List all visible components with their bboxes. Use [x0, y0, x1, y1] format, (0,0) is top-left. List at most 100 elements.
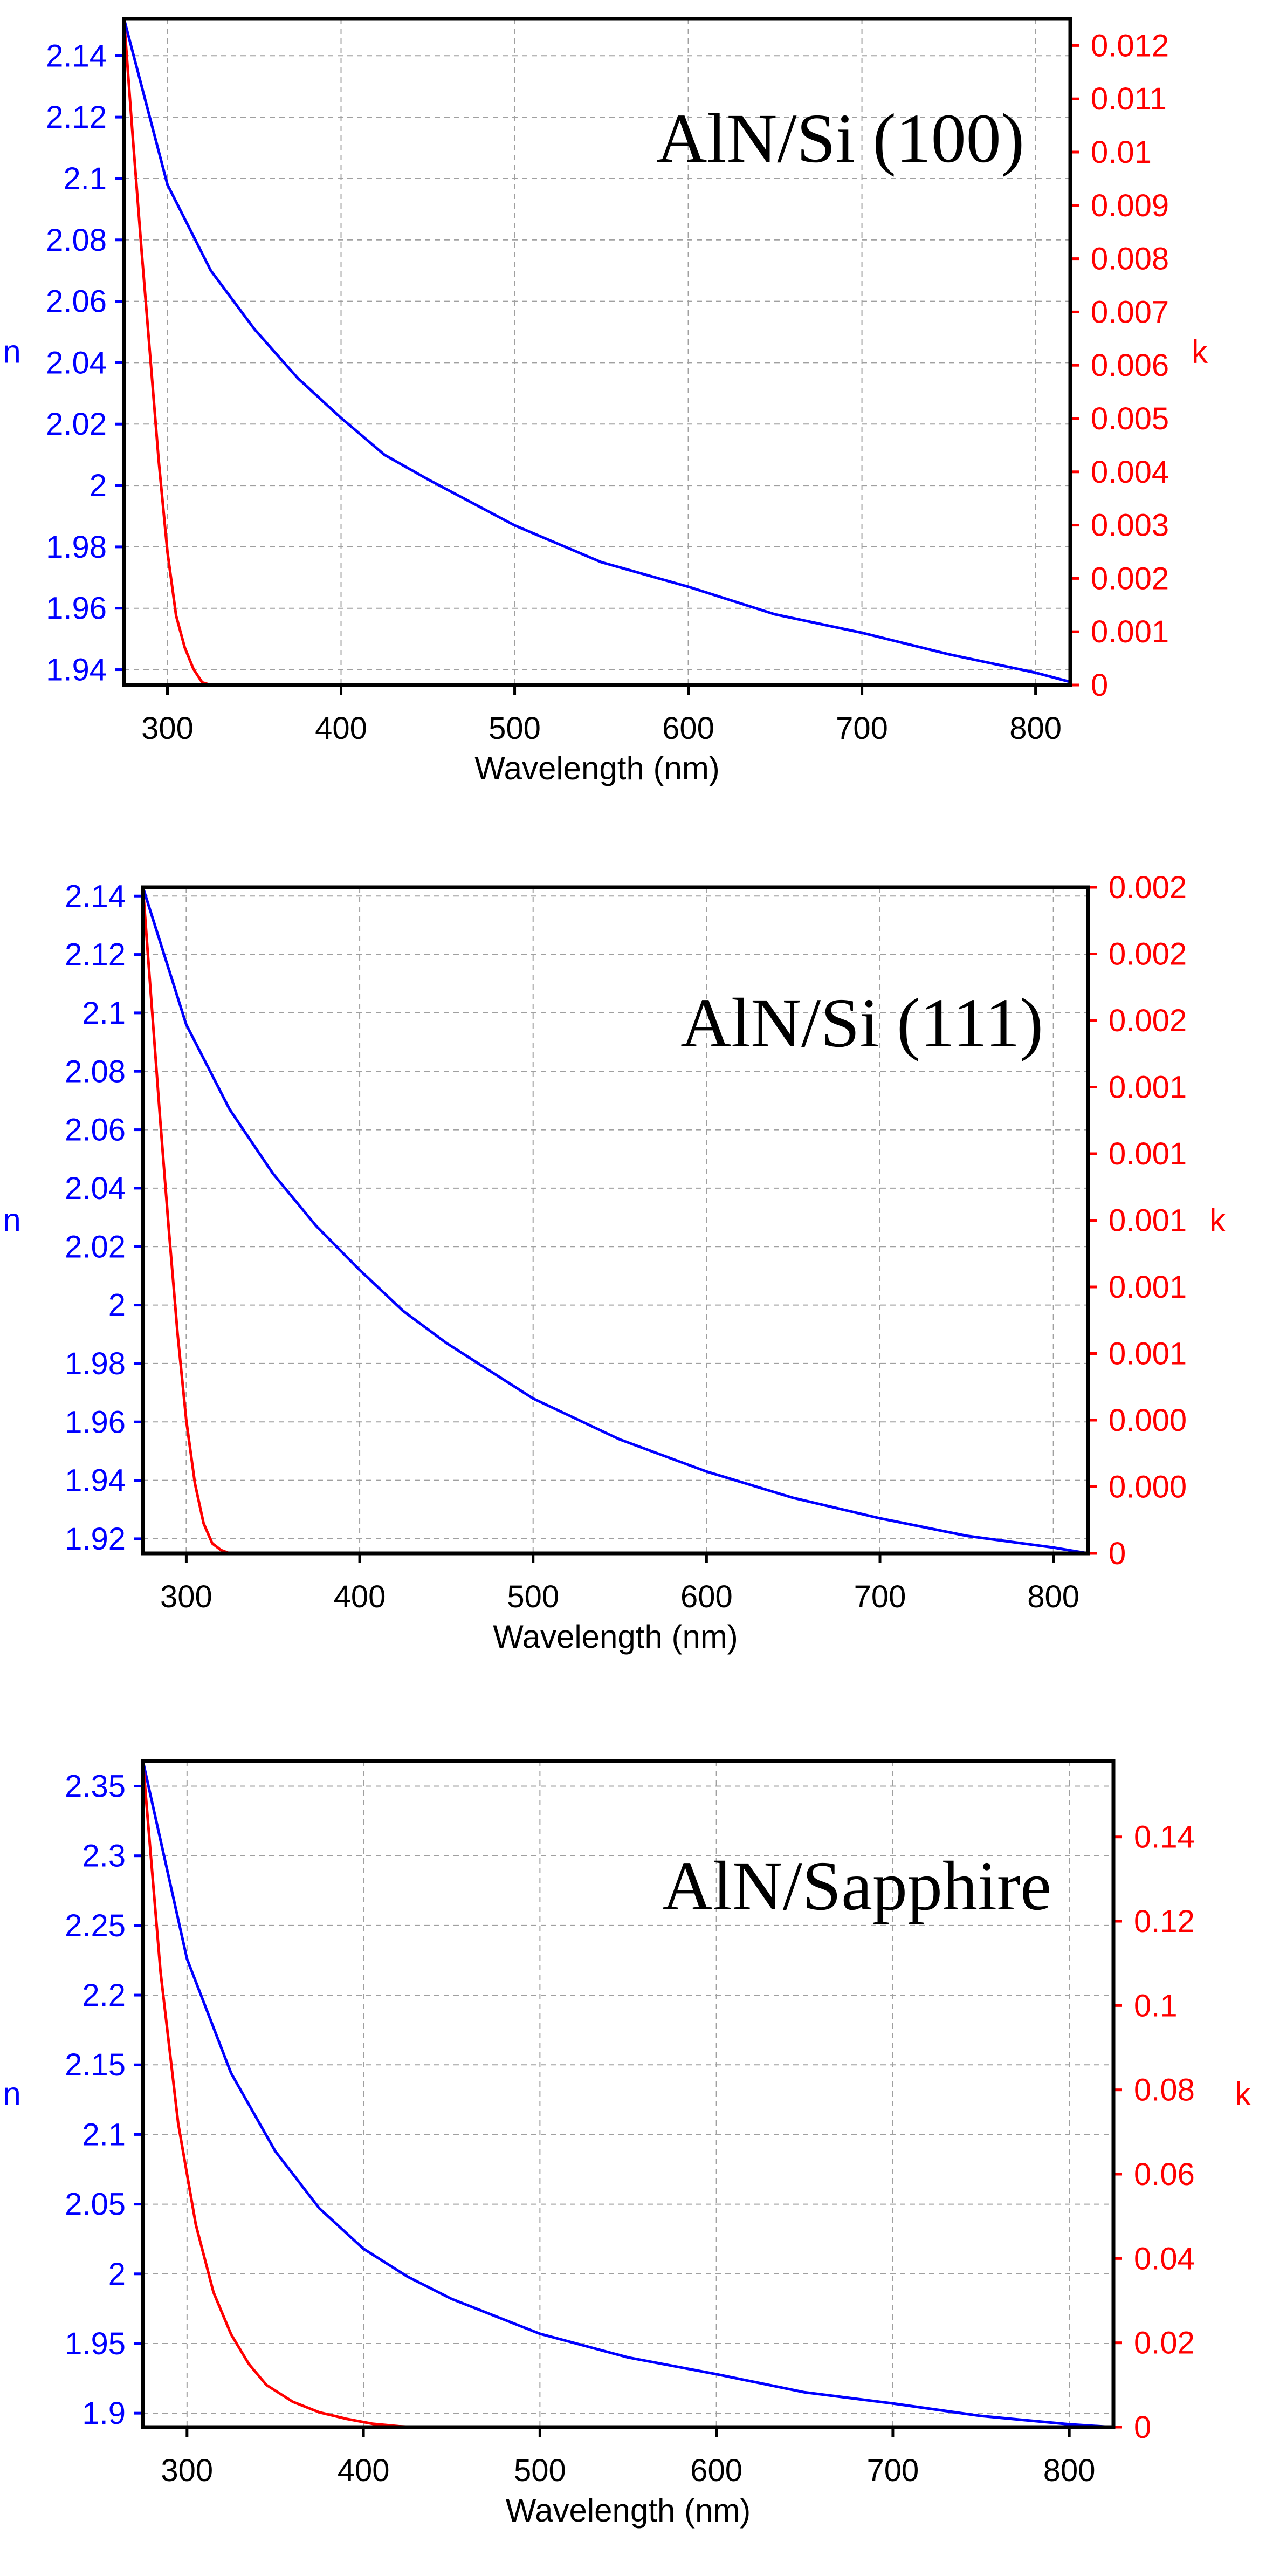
y2-tick-label: 0.08 — [1134, 2073, 1195, 2108]
y-tick-label: 2.2 — [82, 1978, 126, 2013]
x-tick-label: 700 — [867, 2453, 919, 2488]
y2-tick-label: 0.12 — [1134, 1904, 1195, 1939]
chart-svg: 300 400 500 600 700 800 1.92 1.94 1.96 1.98 2 2.02 2… — [3, 870, 1226, 1655]
y2-tick-label: 0.000 — [1109, 1470, 1187, 1505]
y-tick-label: 2 — [108, 2257, 126, 2292]
chart-aln-si-111: 300 400 500 600 700 800 1.92 1.94 1.96 1.98 2 2.02 2… — [0, 863, 1266, 1704]
y2-tick-label: 0.005 — [1091, 401, 1169, 436]
y-tick-label: 2.35 — [65, 1769, 126, 1804]
y-tick-label: 2.05 — [65, 2187, 126, 2222]
chart-title: AlN/Si (111) — [680, 984, 1043, 1062]
y-tick-label: 2.02 — [65, 1229, 126, 1264]
chart-svg: 300 400 500 600 700 800 1.9 1.95 2 2.05 2.1 2.15 2.2… — [3, 1759, 1251, 2529]
x-tick-label: 300 — [160, 1579, 212, 1614]
y-tick-label: 2.04 — [46, 345, 107, 380]
y2-axis-label: k — [1192, 334, 1208, 370]
series-k-line — [141, 1760, 417, 2429]
y2-axis-label: k — [1209, 1202, 1226, 1238]
series-n-line — [141, 887, 1089, 1555]
y2-tick-label: 0.003 — [1091, 508, 1169, 543]
y-tick-label: 2.1 — [82, 996, 126, 1031]
y-tick-label: 2.3 — [82, 1839, 126, 1874]
y-tick-label: 2.12 — [46, 100, 107, 135]
y2-tick-label: 0.011 — [1091, 81, 1167, 117]
y2-tick-label: 0.000 — [1109, 1403, 1187, 1438]
y-tick-label: 1.96 — [65, 1405, 126, 1440]
chart-svg: 300 400 500 600 700 800 1.94 1.96 1.98 2 2.02 2.04 2… — [3, 17, 1208, 786]
y-tick-label: 2.04 — [65, 1171, 126, 1206]
plot-frame — [141, 1759, 1116, 2429]
x-axis-label: Wavelength (nm) — [506, 2492, 751, 2529]
y-tick-label: 1.98 — [65, 1346, 126, 1381]
y-axis-label: n — [3, 2076, 20, 2112]
y2-tick-label: 0 — [1109, 1536, 1126, 1571]
y-axis-label: n — [3, 1202, 20, 1238]
y2-tick-label: 0.002 — [1109, 1003, 1187, 1038]
plot-frame — [122, 17, 1072, 687]
x-axis-label: Wavelength (nm) — [474, 750, 720, 786]
y-tick-label: 2.06 — [65, 1113, 126, 1148]
y2-tick-label: 0.1 — [1134, 1988, 1178, 2023]
y-tick-label: 1.96 — [46, 591, 107, 626]
x-tick-label: 400 — [315, 711, 367, 746]
y2-tick-label: 0.14 — [1134, 1820, 1195, 1855]
x-tick-label: 600 — [680, 1579, 733, 1614]
x-tick-label: 700 — [854, 1579, 906, 1614]
x-tick-label: 800 — [1009, 711, 1062, 746]
y-tick-label: 2.1 — [82, 2117, 126, 2152]
x-tick-label: 300 — [161, 2453, 213, 2488]
y-tick-label: 2.1 — [63, 161, 107, 196]
chart-title: AlN/Si (100) — [657, 100, 1025, 177]
x-tick-label: 400 — [338, 2453, 390, 2488]
y2-tick-label: 0.001 — [1109, 1070, 1187, 1105]
y2-tick-label: 0 — [1091, 668, 1108, 703]
y2-tick-label: 0.04 — [1134, 2241, 1195, 2276]
x-tick-label: 700 — [836, 711, 888, 746]
y2-tick-label: 0.002 — [1091, 561, 1169, 596]
series-k-line — [141, 887, 230, 1555]
x-axis-label: Wavelength (nm) — [493, 1619, 738, 1655]
chart-aln-si-100: 300 400 500 600 700 800 1.94 1.96 1.98 2 2.02 2.04 2… — [0, 0, 1266, 841]
y2-tick-label: 0.001 — [1109, 1203, 1187, 1238]
x-tick-label: 800 — [1043, 2453, 1096, 2488]
y2-tick-label: 0.006 — [1091, 348, 1169, 383]
y2-tick-label: 0.008 — [1091, 242, 1169, 277]
chart-aln-sapphire: 300 400 500 600 700 800 1.9 1.95 2 2.05 2.1 2.15 2.2… — [0, 1742, 1266, 2573]
y-tick-label: 2.06 — [46, 284, 107, 319]
plot-frame — [141, 885, 1090, 1556]
y-tick-label: 1.94 — [65, 1463, 126, 1498]
x-tick-label: 600 — [690, 2453, 742, 2488]
x-tick-label: 400 — [334, 1579, 386, 1614]
y-tick-label: 1.95 — [65, 2326, 126, 2361]
x-tick-label: 800 — [1027, 1579, 1079, 1614]
series-k-line — [122, 18, 211, 687]
y-axis-label: n — [3, 334, 20, 370]
series-n-line — [141, 1760, 1114, 2429]
y-tick-label: 2.14 — [65, 879, 126, 914]
series-n-line — [122, 18, 1071, 683]
y2-tick-label: 0.001 — [1109, 1136, 1187, 1171]
y-tick-label: 1.92 — [65, 1522, 126, 1557]
y2-tick-label: 0.002 — [1109, 870, 1187, 905]
y2-tick-label: 0.001 — [1109, 1270, 1187, 1305]
y2-tick-label: 0.01 — [1091, 135, 1152, 170]
x-tick-label: 300 — [141, 711, 194, 746]
y2-tick-label: 0.001 — [1091, 614, 1169, 649]
y-tick-label: 2.02 — [46, 407, 107, 442]
y-tick-label: 2.14 — [46, 38, 107, 73]
y-tick-label: 2.15 — [65, 2047, 126, 2082]
y2-tick-label: 0.002 — [1109, 937, 1187, 972]
y2-tick-label: 0.012 — [1091, 28, 1169, 63]
y-tick-label: 2.08 — [65, 1054, 126, 1089]
y-tick-label: 1.94 — [46, 653, 107, 688]
y-tick-label: 1.98 — [46, 530, 107, 565]
y2-tick-label: 0.06 — [1134, 2157, 1195, 2192]
y2-tick-label: 0 — [1134, 2410, 1151, 2445]
y2-tick-label: 0.009 — [1091, 188, 1169, 223]
y2-tick-label: 0.02 — [1134, 2326, 1195, 2361]
y2-tick-label: 0.007 — [1091, 294, 1169, 330]
x-tick-label: 500 — [488, 711, 541, 746]
chart-title: AlN/Sapphire — [662, 1847, 1051, 1925]
y-tick-label: 2 — [90, 468, 107, 503]
y-tick-label: 1.9 — [82, 2396, 126, 2431]
